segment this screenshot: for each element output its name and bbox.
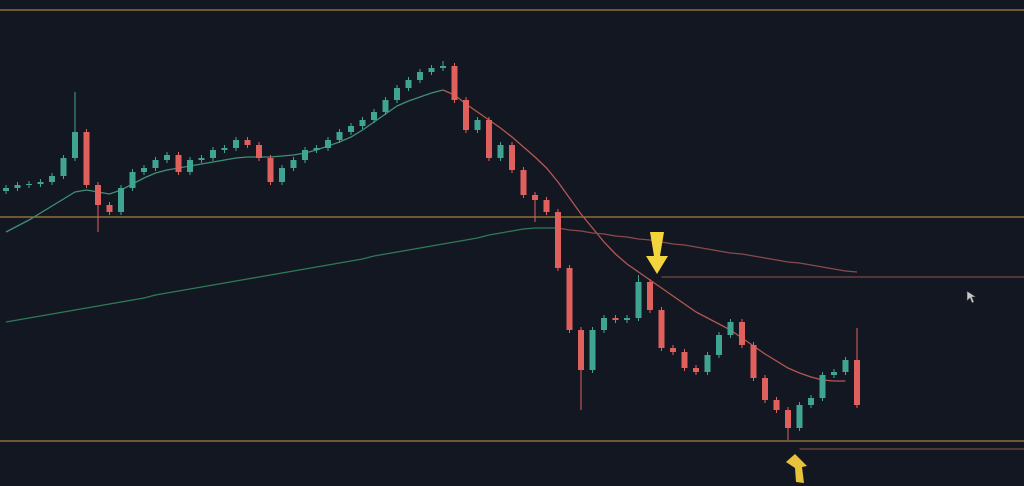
candle-body [394, 88, 400, 100]
candle-body [808, 398, 814, 405]
candle-body [704, 355, 711, 372]
candle-body [555, 212, 561, 268]
candle-body [762, 378, 768, 400]
candle-body [3, 188, 9, 191]
candle-body [106, 205, 113, 212]
candle-body [175, 155, 182, 172]
candle-body [785, 410, 791, 428]
candle-body [543, 200, 550, 212]
moving-average [557, 227, 858, 273]
candle-body [532, 195, 538, 200]
candle-body [279, 168, 285, 182]
candle-body [14, 185, 21, 188]
cursor [966, 290, 977, 304]
candle-body [831, 372, 837, 375]
candle-body [451, 66, 458, 100]
candle-body [37, 182, 44, 184]
candle-body [325, 140, 331, 148]
candle-body [141, 168, 147, 172]
candle-body [624, 318, 630, 320]
moving-average [5, 89, 444, 233]
candle-body [474, 120, 481, 130]
candle-body [796, 405, 803, 428]
candle-body [520, 170, 527, 195]
candle-body [854, 360, 860, 405]
candle-body [187, 160, 193, 172]
candle-body [359, 120, 366, 126]
candle-body [497, 145, 504, 158]
plot [0, 9, 1024, 450]
candle-body [302, 150, 308, 160]
candle-body [509, 145, 515, 170]
candle-body [118, 188, 124, 212]
candle-body [601, 318, 607, 330]
candle-body [486, 120, 492, 158]
moving-average [5, 227, 558, 323]
candle-body [612, 318, 619, 320]
candle-body [382, 100, 389, 112]
candle-body [681, 352, 688, 368]
candle-body [164, 155, 170, 160]
candle-body [244, 140, 251, 145]
candle-body [440, 66, 446, 68]
candle-body [405, 80, 412, 88]
candle-body [428, 68, 435, 72]
arrow-down [646, 232, 668, 274]
candle-body [635, 282, 642, 318]
arrow-up [786, 454, 807, 483]
candle-body [129, 172, 136, 188]
candle-body [221, 148, 228, 150]
candle-body [267, 158, 274, 182]
candle-body [670, 348, 676, 352]
candle-body [198, 158, 205, 160]
candle-body [417, 72, 423, 80]
candle-body [739, 322, 745, 345]
candle-body [152, 160, 159, 168]
candle-body [210, 150, 216, 158]
candle-body [336, 132, 343, 140]
candle-body [371, 112, 377, 120]
candle-body [72, 132, 78, 158]
candle-body [578, 330, 584, 370]
candle-body [313, 148, 320, 150]
candle-body [589, 330, 596, 370]
candle-body [26, 184, 32, 185]
candle-body [95, 185, 101, 205]
candle-body [773, 400, 780, 410]
candle-body [566, 268, 573, 330]
candle-body [693, 368, 699, 372]
candle-body [348, 126, 354, 132]
candle-body [750, 345, 757, 378]
candle-body [290, 160, 297, 168]
candle-body [716, 335, 722, 355]
candle-body [256, 145, 262, 158]
candle-body [842, 360, 849, 372]
candle-body [727, 322, 734, 335]
candle-body [233, 140, 239, 148]
candle-body [49, 176, 55, 182]
candle-body [60, 158, 67, 176]
candle-body [83, 132, 90, 185]
candle-body [463, 100, 469, 130]
moving-average [442, 89, 846, 382]
candle-body [647, 282, 653, 310]
candle-body [819, 375, 826, 398]
candle-body [658, 310, 665, 348]
